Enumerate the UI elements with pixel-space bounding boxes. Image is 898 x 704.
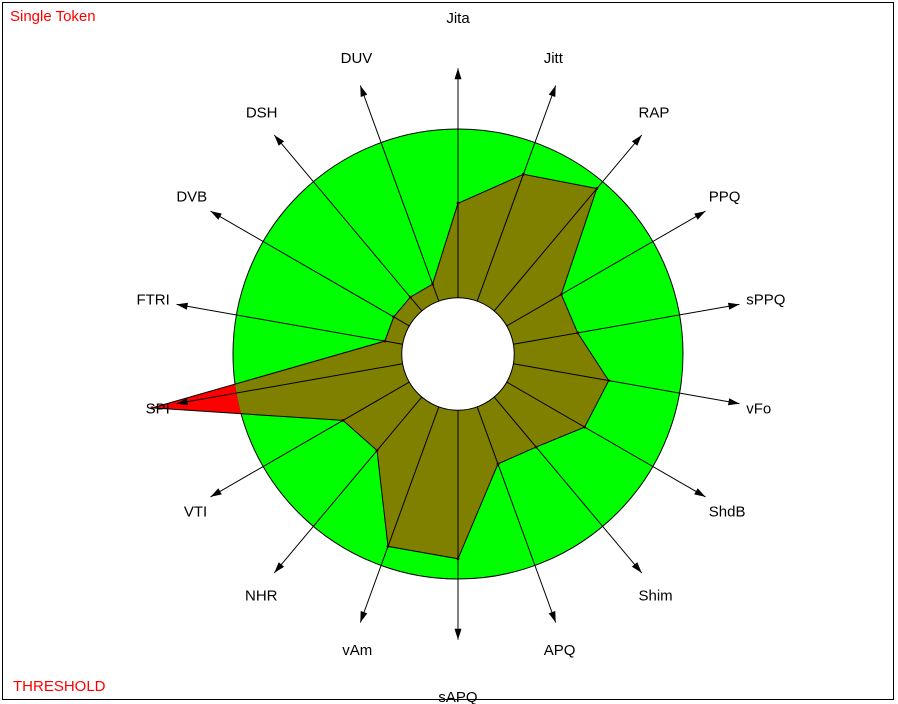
axis-label-rap: RAP [639, 105, 670, 122]
axis-vti [210, 381, 410, 498]
axis-label-shim: Shim [639, 587, 673, 604]
axis-label-ftri: FTRI [136, 291, 169, 308]
axis-vfo [513, 363, 740, 406]
axis-label-sppq: sPPQ [746, 291, 785, 308]
axis-label-nhr: NHR [245, 587, 278, 604]
axis-dvb [210, 210, 410, 327]
axis-rap [493, 134, 643, 312]
axis-ftri [176, 302, 403, 345]
value-point-spi [150, 406, 154, 410]
axis-nhr [273, 396, 423, 574]
axis-label-ppq: PPQ [709, 189, 741, 206]
center-hole [401, 297, 515, 411]
axis-duv [359, 85, 440, 302]
axis-jita [454, 68, 462, 298]
axis-vam [359, 406, 440, 623]
axis-label-jita: Jita [446, 10, 470, 27]
axis-apq [476, 406, 557, 623]
axis-sapq [454, 410, 462, 640]
axis-dsh [273, 134, 423, 312]
axis-label-vfo: vFo [746, 401, 771, 418]
axis-label-jitt: Jitt [544, 50, 564, 67]
axis-label-apq: APQ [544, 642, 576, 659]
axis-ppq [506, 210, 706, 327]
axis-label-dsh: DSH [246, 105, 278, 122]
axis-label-sapq: sAPQ [438, 689, 477, 704]
axis-label-vam: vAm [342, 642, 372, 659]
axis-shdb [506, 381, 706, 498]
axis-label-vti: VTI [184, 504, 207, 521]
axis-sppq [513, 302, 740, 345]
axis-label-shdb: ShdB [709, 504, 746, 521]
axis-shim [493, 396, 643, 574]
axis-label-duv: DUV [341, 50, 373, 67]
axis-label-spi: SPI [146, 401, 170, 418]
threshold-label: THRESHOLD [13, 678, 106, 695]
axis-jitt [476, 85, 557, 302]
chart-title: Single Token [10, 8, 96, 25]
axis-spi [176, 363, 403, 406]
axis-label-dvb: DVB [176, 189, 207, 206]
